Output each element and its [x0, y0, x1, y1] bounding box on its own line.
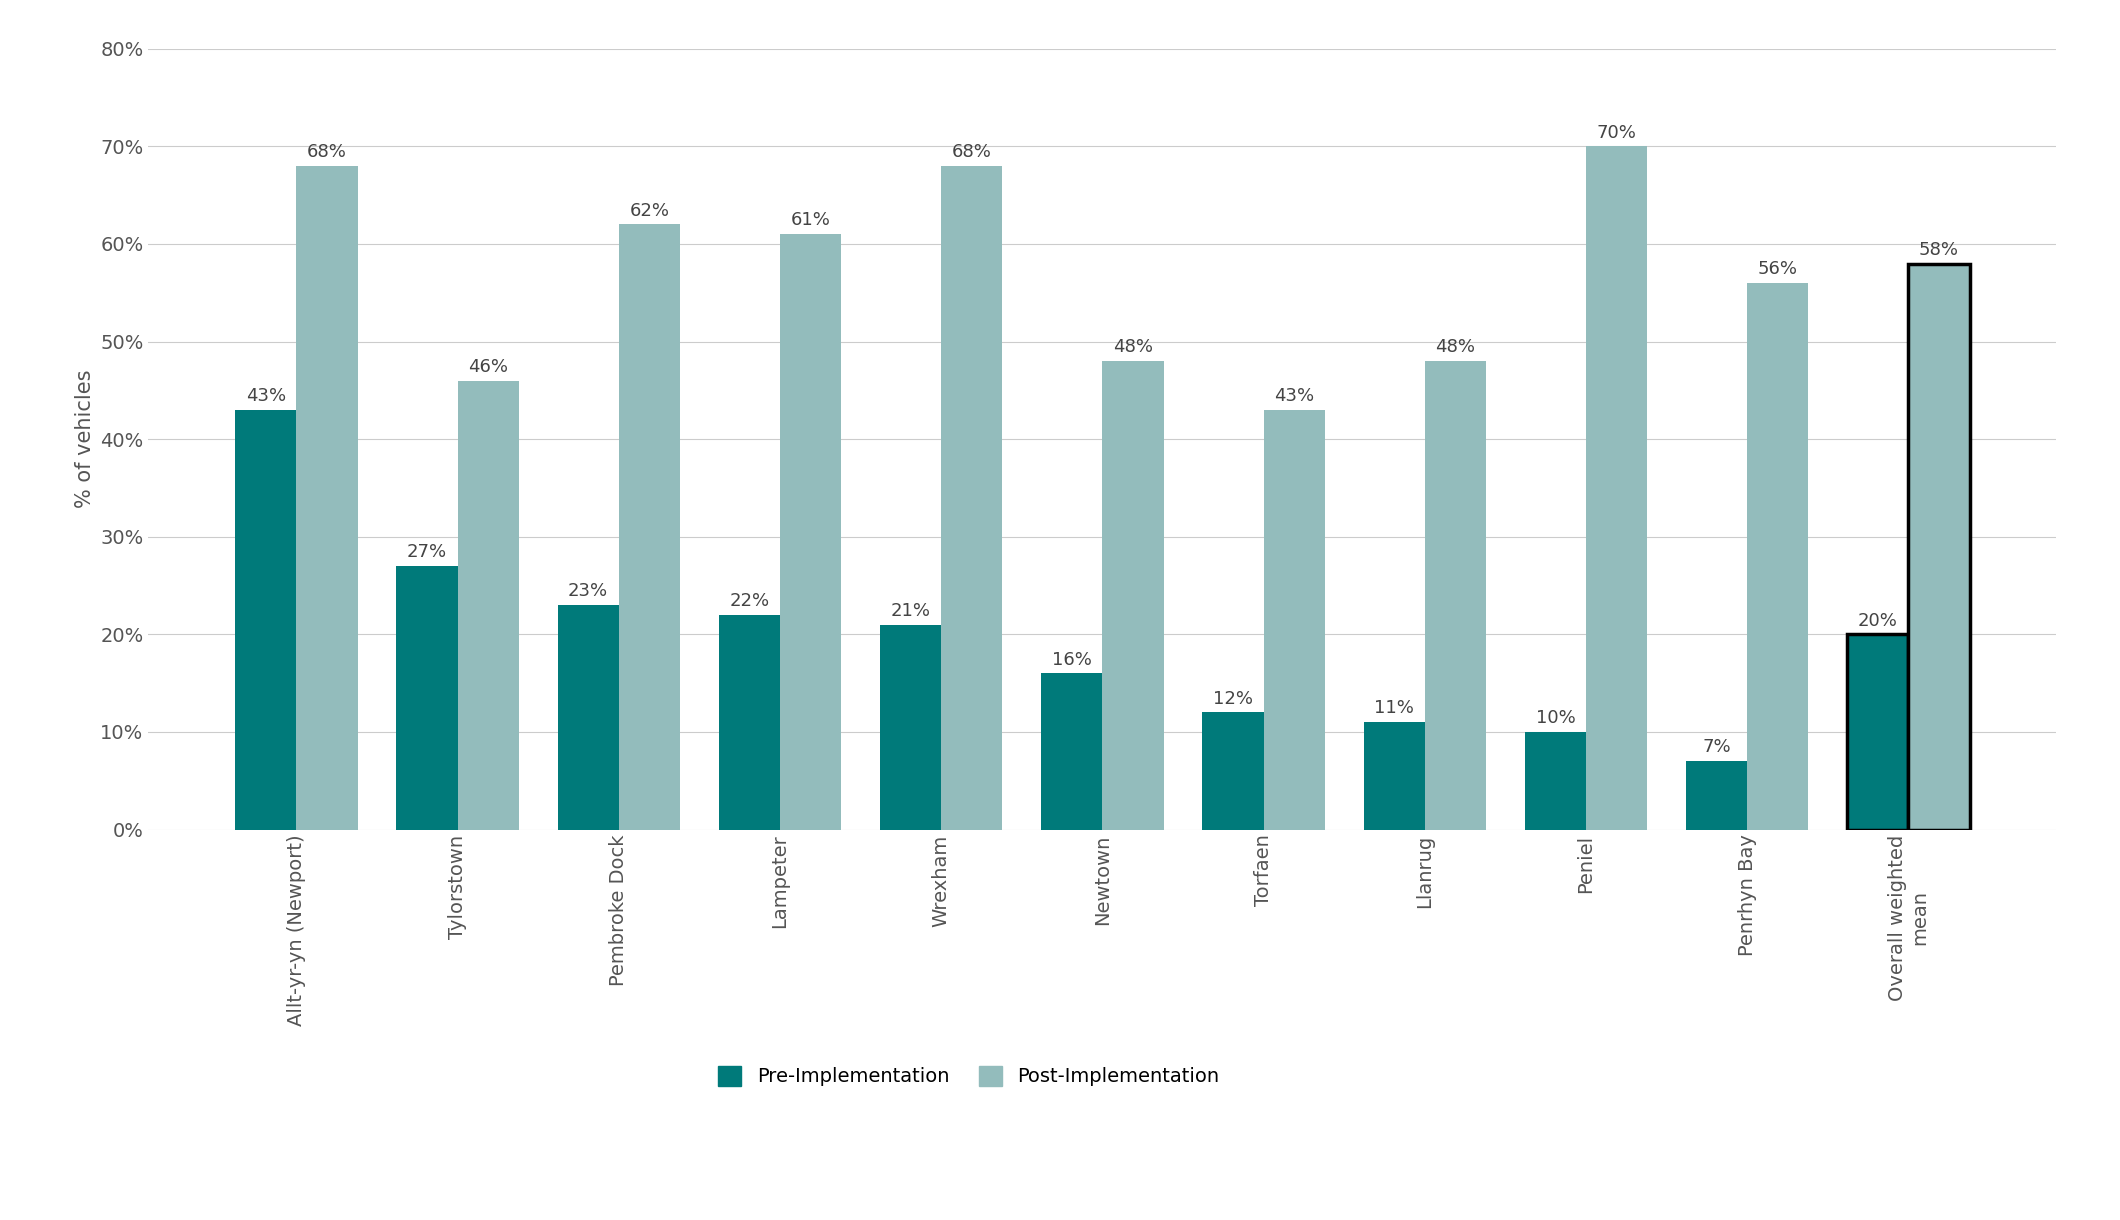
Text: 16%: 16%: [1052, 650, 1092, 669]
Text: 22%: 22%: [729, 592, 770, 610]
Bar: [396, 566, 458, 830]
Text: 20%: 20%: [1857, 611, 1897, 630]
Bar: [1425, 361, 1486, 830]
Text: 56%: 56%: [1757, 260, 1798, 278]
Bar: [1747, 283, 1808, 830]
Text: 62%: 62%: [630, 201, 670, 220]
Text: 68%: 68%: [307, 143, 348, 161]
Text: 48%: 48%: [1435, 338, 1476, 356]
Bar: [719, 615, 780, 830]
Text: 7%: 7%: [1702, 738, 1730, 756]
Bar: [558, 605, 619, 830]
Text: 46%: 46%: [469, 357, 509, 376]
Text: 48%: 48%: [1113, 338, 1153, 356]
Text: 10%: 10%: [1535, 709, 1575, 727]
Text: 43%: 43%: [1274, 387, 1314, 405]
Legend: Pre-Implementation, Post-Implementation: Pre-Implementation, Post-Implementation: [710, 1058, 1227, 1094]
Bar: [1586, 146, 1647, 830]
Bar: [1363, 722, 1425, 830]
Bar: [1202, 712, 1264, 830]
Bar: [619, 224, 681, 830]
Bar: [297, 166, 358, 830]
Bar: [780, 234, 842, 830]
Text: 21%: 21%: [890, 601, 931, 620]
Text: 58%: 58%: [1919, 240, 1959, 259]
Text: 43%: 43%: [246, 387, 286, 405]
Bar: [458, 381, 519, 830]
Bar: [235, 410, 297, 830]
Text: 70%: 70%: [1596, 123, 1637, 142]
Text: 12%: 12%: [1213, 689, 1253, 708]
Bar: [941, 166, 1003, 830]
Bar: [1524, 732, 1586, 830]
Text: 27%: 27%: [407, 543, 447, 561]
Y-axis label: % of vehicles: % of vehicles: [74, 370, 95, 509]
Bar: [1685, 761, 1747, 830]
Bar: [1264, 410, 1325, 830]
Bar: [1847, 634, 1908, 830]
Bar: [1102, 361, 1164, 830]
Text: 61%: 61%: [791, 211, 831, 229]
Text: 23%: 23%: [568, 582, 608, 600]
Text: 11%: 11%: [1374, 699, 1414, 717]
Bar: [1041, 673, 1102, 830]
Text: 68%: 68%: [952, 143, 992, 161]
Bar: [1908, 264, 1969, 830]
Bar: [880, 625, 941, 830]
